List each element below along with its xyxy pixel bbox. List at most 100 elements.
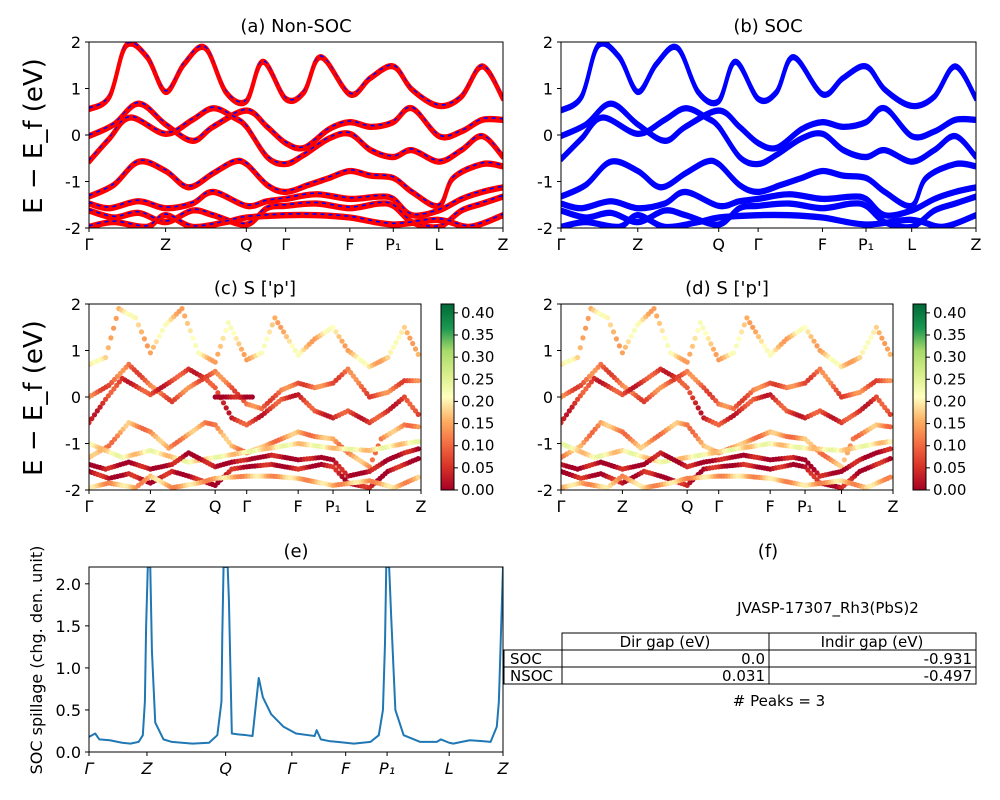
projection-point — [159, 327, 165, 334]
y-tick-label: 1 — [543, 80, 553, 99]
projection-point — [808, 334, 814, 340]
plot-frame — [88, 566, 504, 753]
ylabel-top: E − E_f (eV) — [19, 58, 49, 214]
band-line-dashed-6 — [89, 212, 503, 227]
projection-point — [817, 366, 823, 372]
y-tick-label: 1 — [71, 80, 81, 99]
projection-point — [887, 439, 893, 445]
projection-point — [390, 344, 396, 350]
x-tick-label: Γ — [557, 497, 566, 516]
ylabel-middle: E − E_f (eV) — [19, 320, 49, 476]
projection-point — [238, 346, 245, 352]
projection-point — [116, 379, 122, 385]
projection-point — [857, 354, 863, 361]
row-label-soc: SOC — [510, 650, 542, 668]
header-indir-gap: Indir gap (eV) — [821, 633, 924, 651]
colorbar-tick-label: 0.10 — [461, 437, 494, 455]
projection-point — [698, 410, 704, 416]
y-tick-label: -2 — [65, 219, 81, 238]
colorbar-tick-label: 0.35 — [461, 326, 494, 344]
projection-point — [656, 320, 663, 326]
projection-point — [233, 335, 239, 342]
colorbar-d: 0.00 0.05 0.10 0.15 0.20 0.25 0.30 0.35 0.40 — [912, 303, 966, 499]
projection-point — [135, 322, 142, 328]
x-tick-label: Q — [240, 235, 253, 254]
table-cell — [768, 666, 977, 685]
projection-point — [286, 338, 292, 344]
x-tick-label: Γ — [557, 235, 566, 254]
x-tick-label: P₁ — [797, 497, 813, 516]
projection-point — [659, 328, 665, 334]
projection-point — [215, 425, 221, 431]
projection-point — [622, 344, 629, 350]
row-label-nsoc: NSOC — [510, 667, 553, 685]
projection-point — [561, 416, 567, 422]
title-c: (c) S ['p'] — [214, 278, 296, 299]
x-tick-label: Z — [971, 235, 982, 254]
projection-point — [236, 341, 242, 347]
projection-point — [836, 390, 842, 397]
projection-point — [108, 389, 114, 395]
projection-point — [805, 467, 811, 473]
projection-point — [628, 333, 635, 339]
colorbar-tick-label: 0.25 — [933, 370, 966, 388]
projection-point — [705, 335, 711, 342]
y-tick-label: 0 — [71, 126, 81, 145]
plot-frame — [560, 41, 977, 229]
projection-point — [710, 346, 717, 352]
band-line-2 — [561, 105, 976, 165]
title-d: (d) S ['p'] — [685, 278, 769, 299]
y-tick-label: -1 — [537, 173, 553, 192]
projection-point — [865, 339, 871, 345]
y-tick-label: 1.5 — [56, 617, 81, 636]
band-line-pair-2 — [89, 108, 503, 168]
projection-point — [193, 342, 199, 349]
nsoc-indir-gap: -0.497 — [924, 667, 972, 685]
projection-point — [156, 333, 162, 339]
projection-point — [407, 401, 413, 407]
y-tick-label: 2.0 — [56, 575, 81, 594]
projection-point — [876, 397, 882, 404]
x-tick-label: L — [365, 497, 374, 516]
projection-point — [353, 377, 359, 383]
colorbar-tick-label: 0.05 — [461, 459, 494, 477]
projection-point — [264, 336, 270, 342]
projection-point — [345, 366, 351, 372]
band-line-pair-0 — [89, 43, 503, 113]
projection-point — [607, 322, 614, 328]
projection-point — [275, 320, 281, 326]
projection-point — [278, 324, 284, 330]
band-line-0 — [561, 42, 976, 112]
projection-point — [887, 411, 893, 417]
x-tick-label: Γ — [85, 235, 94, 254]
projection-point — [651, 306, 657, 312]
x-tick-label: Z — [632, 235, 643, 254]
projection-point — [805, 460, 811, 466]
band-line-4 — [561, 184, 976, 217]
x-tick-label: Γ — [281, 235, 290, 254]
projection-point — [695, 327, 701, 334]
colorbar-tick-label: 0.30 — [933, 348, 966, 366]
panel-d-projection: -2 -1 0 1 2 Γ Z Q Γ F P₁ L Z — [537, 295, 898, 516]
projection-point — [259, 350, 265, 356]
x-tick-label: Γ — [714, 497, 723, 516]
projection-point — [281, 329, 287, 335]
projection-point — [241, 351, 247, 358]
projection-point — [226, 439, 232, 445]
x-tick-label: Q — [209, 497, 222, 516]
projection-point — [739, 329, 745, 335]
projection-point — [153, 339, 159, 345]
projection-point — [410, 340, 416, 347]
projection-point — [884, 346, 891, 352]
y-tick-label: 0 — [71, 388, 81, 407]
projection-point — [404, 330, 410, 336]
projection-point — [689, 343, 696, 349]
projection-point — [336, 334, 342, 340]
projection-point — [226, 410, 232, 416]
panel-b-soc: -2 -1 0 1 2 Γ Z Q Γ F P₁ L Z — [537, 33, 981, 254]
projection-point — [698, 439, 704, 445]
projection-point — [348, 370, 354, 376]
band-line-pair-2 — [561, 108, 976, 168]
projection-point — [103, 396, 109, 402]
projection-point — [89, 416, 95, 422]
